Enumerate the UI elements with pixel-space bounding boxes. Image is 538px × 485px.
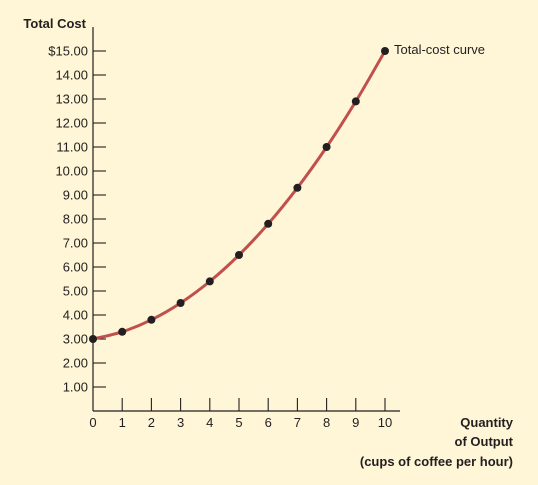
- x-axis-label-line-3: (cups of coffee per hour): [360, 454, 513, 469]
- data-point: [235, 251, 243, 259]
- y-tick-label: 3.00: [63, 332, 88, 347]
- x-tick-label: 6: [265, 415, 272, 430]
- x-tick-label: 8: [323, 415, 330, 430]
- x-tick-label: 9: [352, 415, 359, 430]
- x-axis-label-line-1: Quantity: [460, 415, 513, 430]
- x-tick-label: 10: [378, 415, 392, 430]
- x-tick-label: 7: [294, 415, 301, 430]
- x-tick-label: 1: [119, 415, 126, 430]
- y-tick-label: 9.00: [63, 188, 88, 203]
- x-tick-label: 3: [177, 415, 184, 430]
- y-tick-label: 12.00: [55, 116, 88, 131]
- y-axis-label: Total Cost: [23, 16, 86, 31]
- y-tick-label: 10.00: [55, 164, 88, 179]
- data-point: [264, 219, 273, 228]
- y-tick-label: 13.00: [55, 92, 88, 107]
- data-point: [381, 47, 389, 55]
- x-tick-label: 0: [89, 415, 96, 430]
- data-point: [118, 327, 127, 336]
- data-point: [147, 315, 156, 324]
- y-tick-label: 2.00: [63, 356, 88, 371]
- x-tick-label: 5: [235, 415, 242, 430]
- x-tick-label: 4: [206, 415, 213, 430]
- y-tick-label: 6.00: [63, 260, 88, 275]
- y-tick-label: 1.00: [63, 380, 88, 395]
- x-tick-label: 2: [148, 415, 155, 430]
- y-tick-label: 11.00: [56, 140, 88, 155]
- y-tick-label: 14.00: [55, 68, 88, 83]
- data-points: [89, 47, 389, 343]
- data-point: [293, 183, 302, 192]
- y-tick-label: 4.00: [63, 308, 88, 323]
- data-point: [205, 277, 214, 286]
- y-tick-label: $15.00: [48, 44, 88, 59]
- x-ticks: 0 1 2 3 4 5 6 7 8 9 10: [89, 398, 392, 430]
- y-tick-label: 5.00: [63, 284, 88, 299]
- y-tick-label: 7.00: [63, 236, 88, 251]
- data-point: [322, 143, 331, 151]
- data-point: [176, 299, 185, 307]
- data-point: [351, 97, 360, 106]
- x-axis-label-line-2: of Output: [455, 434, 514, 449]
- data-point: [89, 335, 97, 343]
- total-cost-curve: [91, 49, 387, 341]
- y-tick-label: 8.00: [63, 212, 88, 227]
- y-ticks: 1.00 2.00 3.00 4.00 5.00 6.00 7.00 8.00 9.00 10.0…: [48, 44, 106, 395]
- curve-annotation: Total-cost curve: [394, 42, 485, 57]
